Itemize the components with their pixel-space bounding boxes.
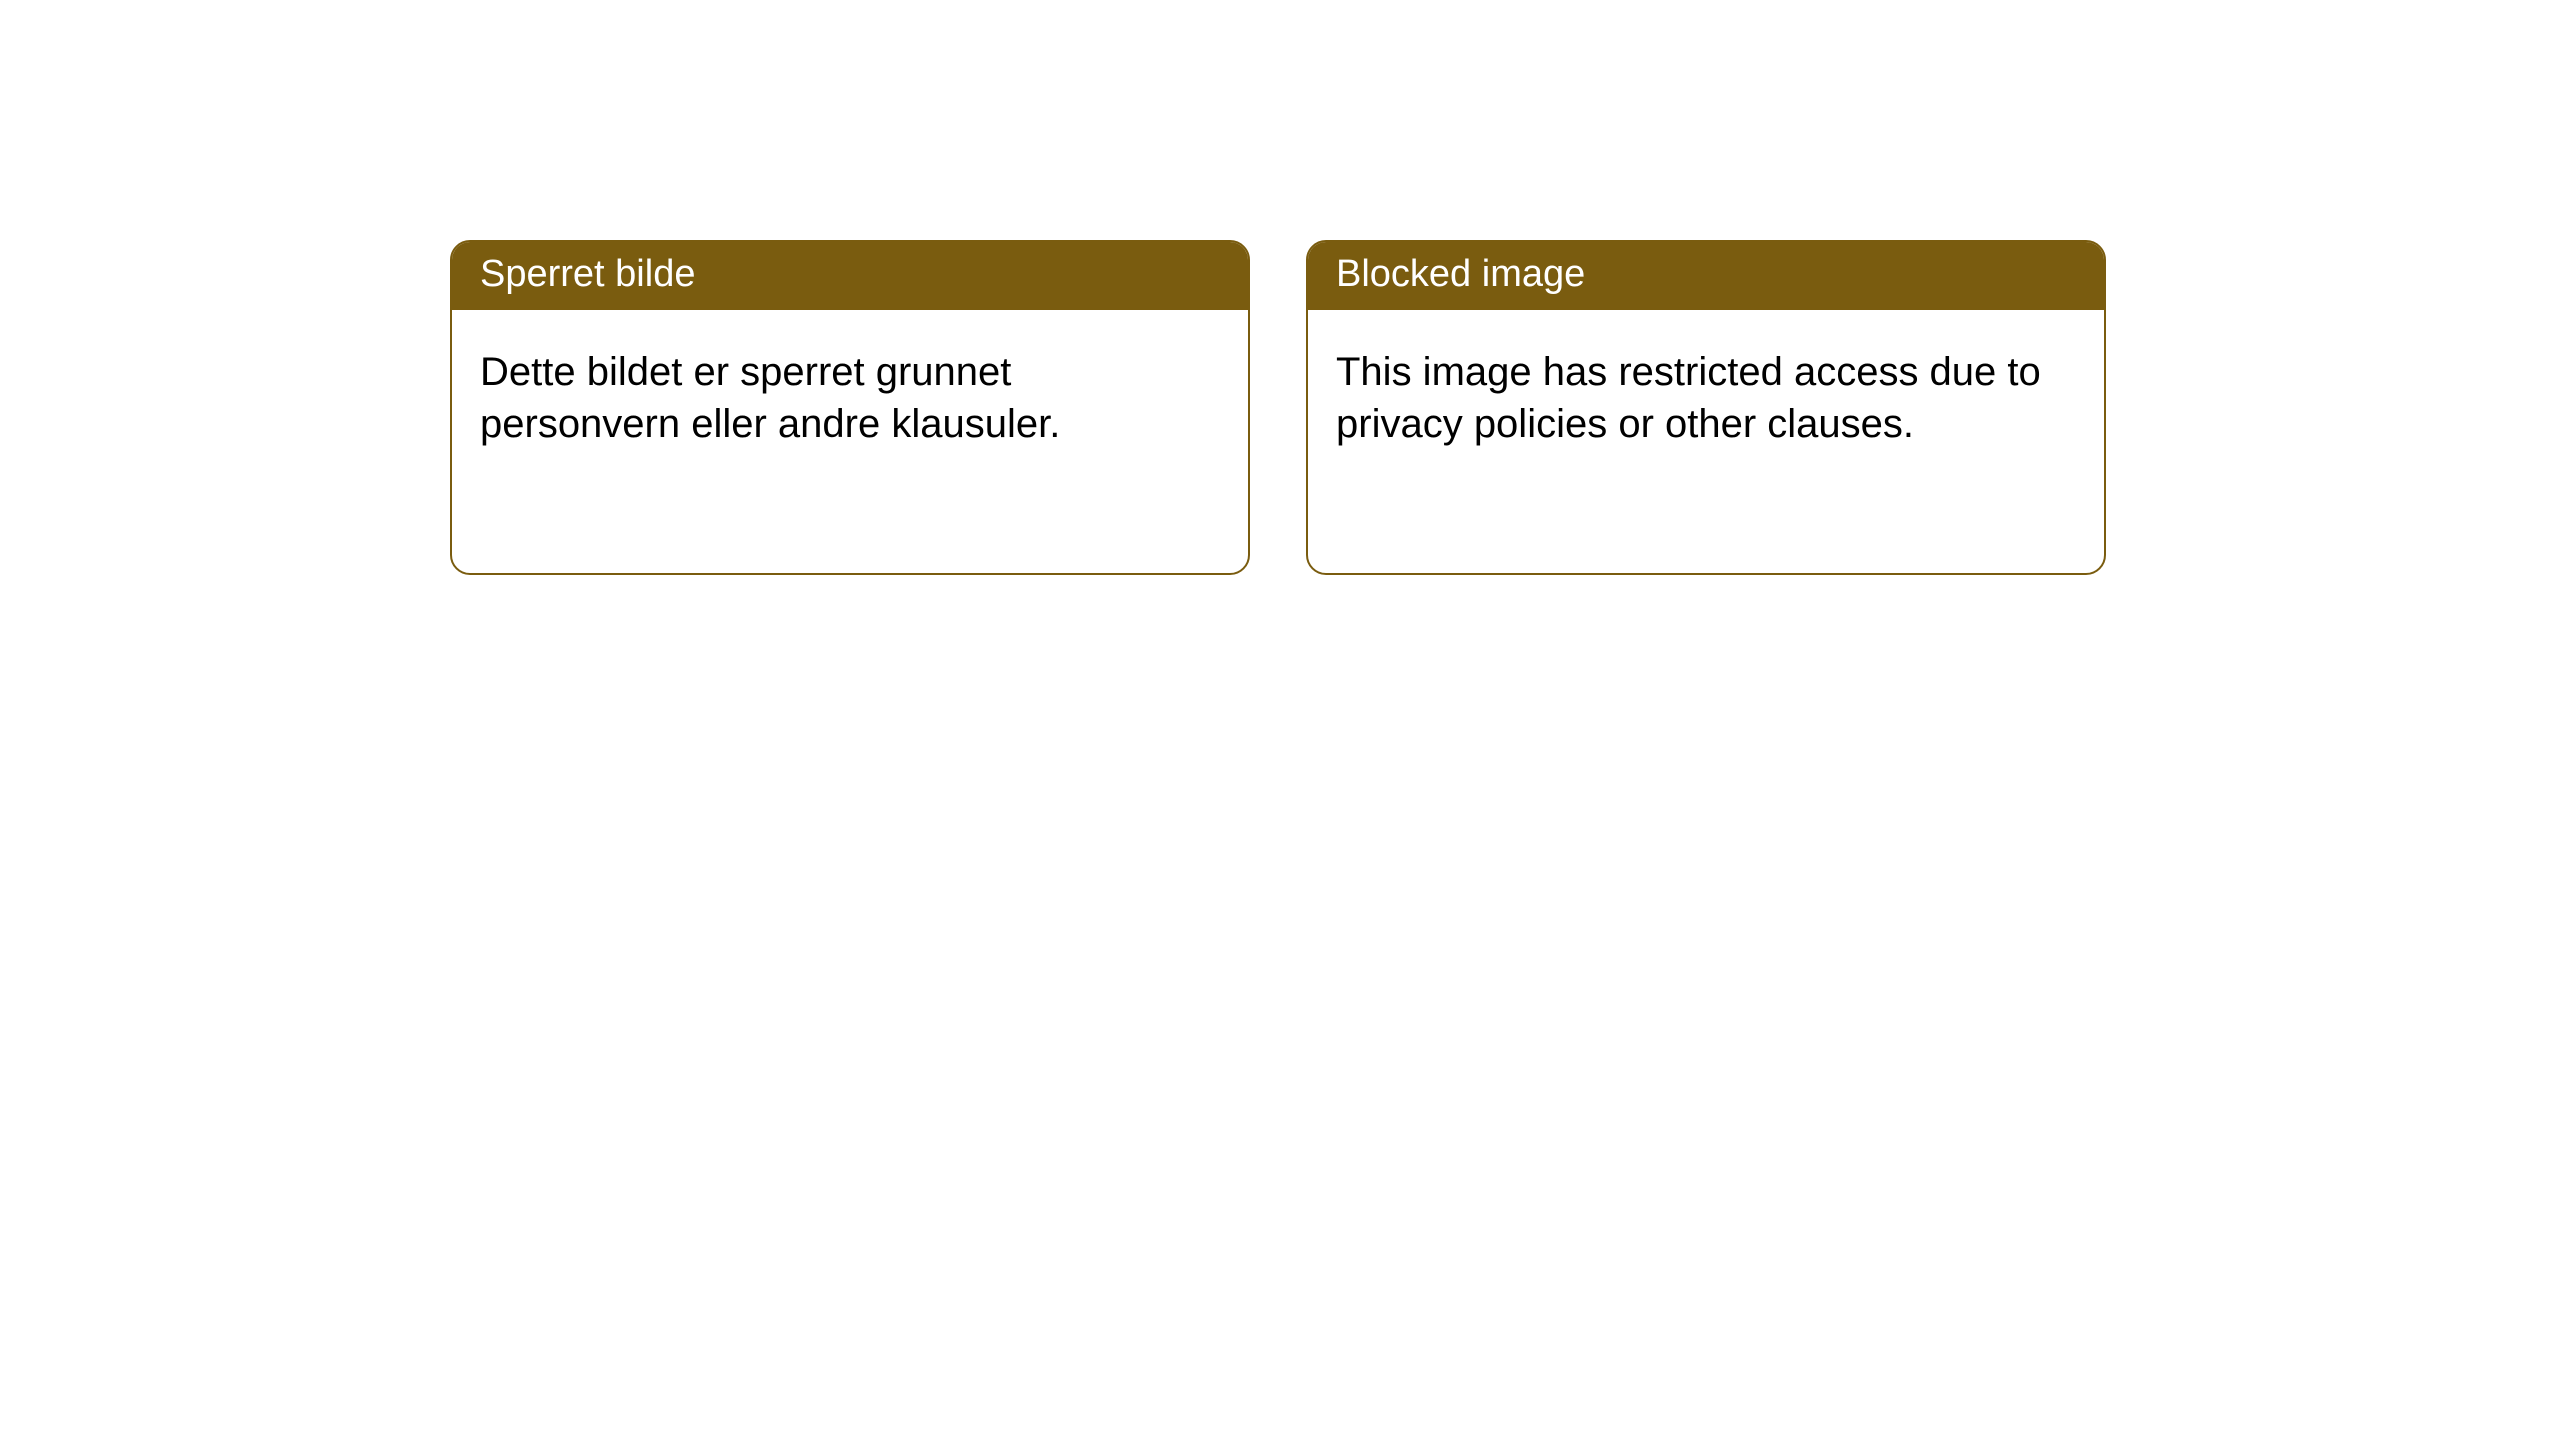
blocked-image-card-norwegian: Sperret bilde Dette bildet er sperret gr… [450, 240, 1250, 575]
notice-container: Sperret bilde Dette bildet er sperret gr… [0, 0, 2560, 575]
card-body: This image has restricted access due to … [1308, 310, 2104, 486]
card-header: Blocked image [1308, 242, 2104, 310]
card-body: Dette bildet er sperret grunnet personve… [452, 310, 1248, 486]
blocked-image-card-english: Blocked image This image has restricted … [1306, 240, 2106, 575]
card-header: Sperret bilde [452, 242, 1248, 310]
